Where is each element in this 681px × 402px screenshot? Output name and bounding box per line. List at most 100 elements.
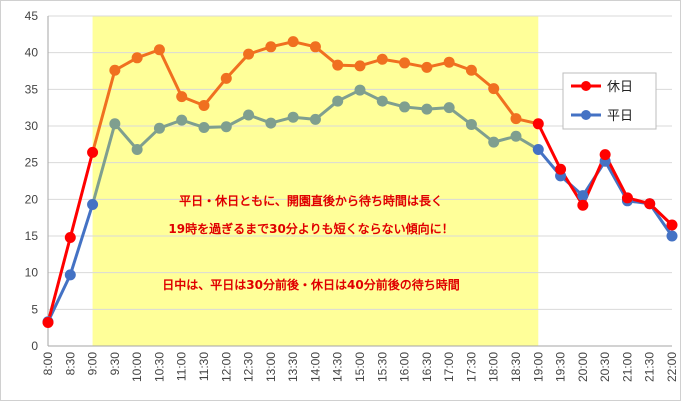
series-holiday-point [42,317,54,329]
x-tick-label: 21:00 [620,352,634,382]
x-tick-label: 21:30 [643,352,657,382]
annotation-line-2: 19時を過ぎるまで30分よりも短くならない傾向に！ [168,221,453,236]
series-holiday-segment [91,68,117,154]
series-holiday-segment [492,87,518,121]
x-tick-label: 11:30 [197,352,211,381]
x-tick-label: 12:30 [242,352,256,382]
x-tick-label: 20:30 [598,352,612,382]
x-tick-label: 10:30 [152,352,166,382]
x-tick-label: 19:30 [554,352,568,382]
series-weekday-point [421,103,433,115]
x-tick-label: 8:00 [41,352,55,376]
series-holiday-point [176,91,188,103]
y-tick-label: 25 [25,156,39,170]
y-tick-label: 0 [31,339,38,353]
series-holiday-segment [202,76,228,107]
series-holiday-point [465,64,477,76]
highlight-band [92,16,539,346]
series-weekday-point [265,117,277,129]
series-holiday-point [443,56,455,68]
series-holiday-point [510,113,522,125]
series-holiday-point [220,72,232,84]
series-weekday-segment [91,122,117,206]
x-tick-label: 14:30 [331,352,345,382]
x-tick-label: 9:00 [86,352,100,376]
series-weekday-point [198,121,210,133]
x-tick-label: 10:00 [130,352,144,382]
series-weekday-point [220,121,232,133]
x-tick-label: 17:30 [464,352,478,382]
y-tick-label: 30 [25,119,39,133]
y-tick-label: 45 [25,9,39,23]
series-holiday-segment [46,235,72,325]
legend: 休日 平日 [562,72,657,130]
series-holiday-point [621,192,633,204]
series-holiday-point [599,149,611,161]
series-holiday-point [153,44,165,56]
y-tick-label: 10 [25,266,39,280]
annotation-line-3: 日中は、平日は30分前後・休日は40分前後の待ち時間 [162,277,459,292]
series-weekday-point [287,111,299,123]
series-weekday-point [332,95,344,107]
series-holiday-point [64,231,76,243]
series-holiday-point [309,41,321,53]
series-holiday-point [198,99,210,111]
series-weekday-point [465,119,477,131]
series-holiday-point [644,198,656,210]
legend-marker-weekday [581,110,591,120]
series-weekday-point [399,101,411,113]
legend-label-weekday: 平日 [607,109,633,124]
x-tick-label: 13:00 [264,352,278,382]
series-holiday-point [577,199,589,211]
y-tick-label: 15 [25,229,39,243]
x-tick-label: 17:00 [442,352,456,382]
series-holiday-point [265,41,277,53]
x-tick-label: 19:00 [531,352,545,382]
series-holiday-point [488,83,500,95]
series-weekday-point [443,102,455,114]
series-weekday-point [354,84,366,96]
series-holiday-point [109,64,121,76]
y-tick-label: 40 [25,46,39,60]
series-weekday-point [176,114,188,126]
series-holiday-point [243,48,255,60]
series-weekday-point [109,118,121,130]
x-tick-label: 9:30 [108,352,122,376]
x-tick-label: 12:00 [219,352,233,382]
series-weekday-segment [113,122,139,151]
x-tick-label: 20:00 [576,352,590,382]
x-tick-label: 18:30 [509,352,523,382]
legend-box [562,72,657,130]
series-weekday-point [488,136,500,148]
series-weekday-point [666,230,678,242]
series-weekday-point [532,143,544,155]
series-weekday-point [376,95,388,107]
series-weekday-point [309,113,321,125]
series-holiday-point [87,146,99,158]
series-holiday-point [555,163,567,175]
series-weekday-point [577,190,589,202]
series-weekday-point [510,130,522,142]
y-tick-label: 20 [25,192,39,206]
series-holiday-point [376,53,388,65]
annotation-line-1: 平日・休日ともに、開園直後から待ち時間は長く [179,193,443,208]
series-holiday-point [287,36,299,48]
x-tick-label: 18:00 [487,352,501,382]
y-tick-label: 5 [31,302,38,316]
legend-marker-holiday [581,81,591,91]
y-tick-label: 35 [25,82,39,96]
series-holiday-segment [536,122,563,171]
x-tick-label: 15:00 [353,352,367,382]
legend-label-holiday: 休日 [607,80,633,95]
series-weekday-point [64,269,76,281]
series-weekday-point [131,143,143,155]
x-tick-label: 22:00 [665,352,679,382]
series-holiday-point [532,118,544,130]
x-tick-label: 15:30 [375,352,389,382]
series-weekday-point [153,122,165,134]
x-tick-label: 8:30 [63,352,77,376]
x-tick-label: 13:30 [286,352,300,382]
series-weekday-point [87,198,99,210]
